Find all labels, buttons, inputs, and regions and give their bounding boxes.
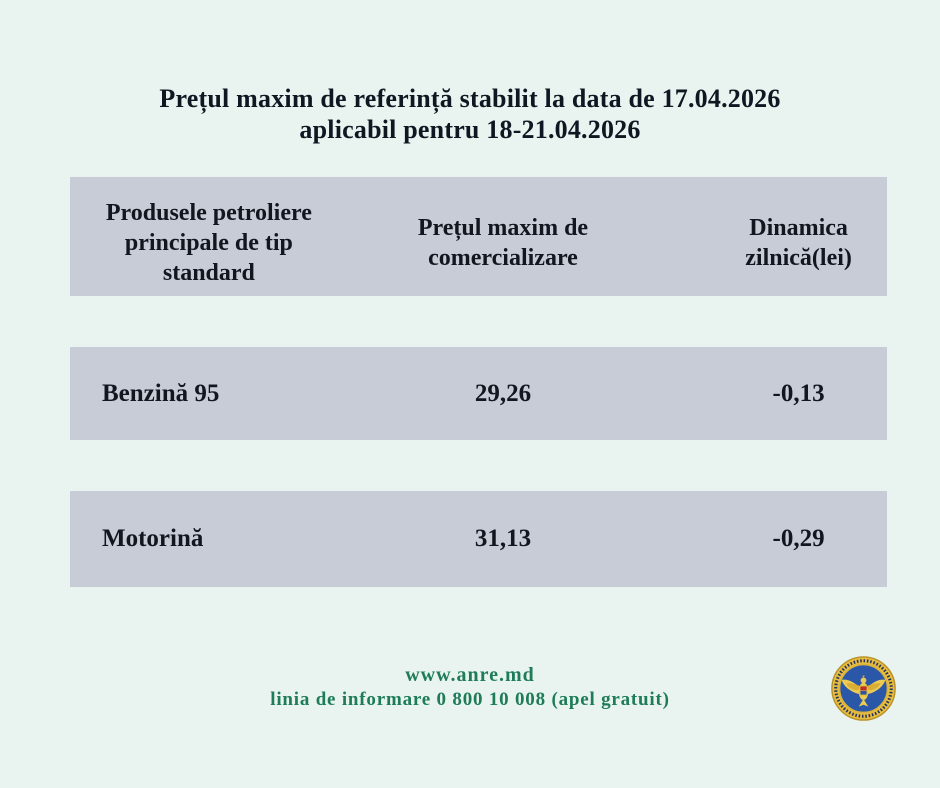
daily-dynamic-cell: -0,29 — [772, 525, 825, 552]
website-text: www.anre.md — [405, 664, 535, 686]
table-row-motorina: Motorină 31,13 -0,29 — [70, 491, 887, 587]
product-name-cell: Motorină — [102, 525, 204, 552]
info-line-text: linia de informare 0 800 10 008 (apel gr… — [270, 689, 670, 710]
title-line-1: Prețul maxim de referință stabilit la da… — [159, 84, 781, 113]
column-header-daily-dynamic: Dinamica zilnică(lei) — [745, 214, 852, 271]
column-header-products: Produsele petroliere principale de tip s… — [105, 199, 312, 286]
title-line-2: aplicabil pentru 18-21.04.2026 — [299, 115, 641, 144]
product-name-cell: Benzină 95 — [102, 379, 220, 407]
anre-seal-logo — [831, 656, 896, 721]
table-row-benzina-95: Benzină 95 29,26 -0,13 — [70, 347, 887, 440]
page-title: Prețul maxim de referință stabilit la da… — [0, 83, 940, 145]
table-header-row: Produsele petroliere principale de tip s… — [70, 177, 887, 296]
column-header-max-price: Prețul maxim de comercializare — [417, 214, 589, 271]
max-price-cell: 31,13 — [474, 525, 532, 552]
daily-dynamic-cell: -0,13 — [772, 379, 825, 407]
footer: www.anre.md linia de informare 0 800 10 … — [0, 663, 940, 712]
max-price-cell: 29,26 — [474, 379, 532, 407]
fuel-price-table: Produsele petroliere principale de tip s… — [70, 177, 887, 587]
